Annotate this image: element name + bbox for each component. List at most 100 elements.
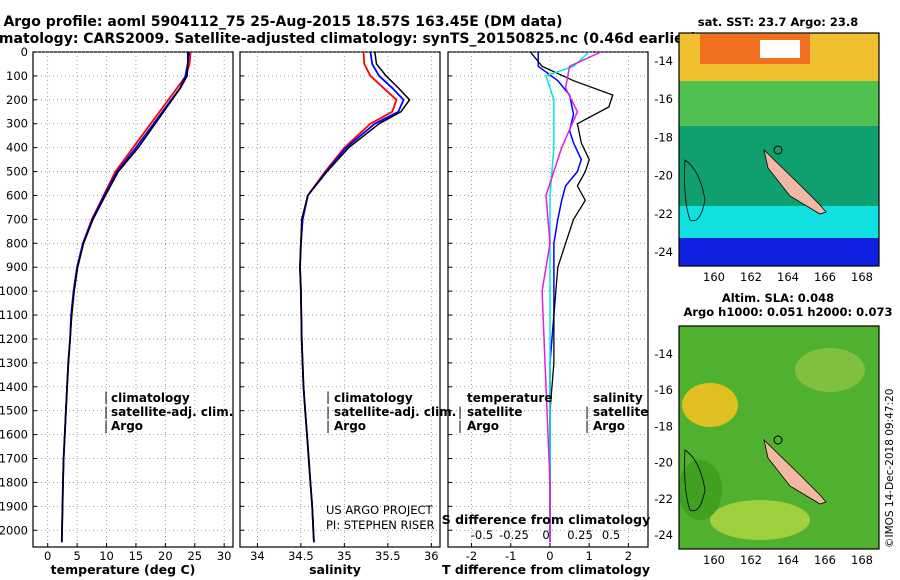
lon-tick-label: 160 (703, 553, 725, 567)
difference-panel: -2 -1 0 1 2 T difference from climatology S … (442, 51, 651, 577)
salinity-x-ticks: 34 34.5 35 35.5 36 (250, 549, 439, 563)
temperature-axis-label: temperature (deg C) (51, 562, 196, 577)
depth-tick-label: 800 (6, 236, 28, 250)
depth-tick-label: 1700 (0, 452, 28, 466)
sla-map: Altim. SLA: 0.048 Argo h1000: 0.051 h200… (654, 291, 892, 567)
legend-marker-s-satellite: | (585, 405, 589, 419)
legend-marker-argo: | (104, 419, 108, 433)
legend-label-t-satellite: satellite (467, 405, 522, 419)
depth-tick-label: 2000 (0, 523, 28, 537)
x-tick-label: 10 (99, 549, 114, 563)
s-diff-tick-label: 0 (542, 528, 549, 542)
lat-tick-label: -20 (654, 456, 673, 470)
difference-lines (529, 51, 614, 543)
series-line-climatology (299, 51, 398, 543)
salinity-panel: 34 34.5 35 35.5 36 salinity | climatology | … (239, 51, 456, 577)
legend-marker-t-argo: | (458, 419, 462, 433)
sst-coldest-band (679, 238, 879, 266)
sst-map-title: sat. SST: 23.7 Argo: 23.8 (698, 15, 858, 29)
temperature-legend: | climatology | satellite-adj. clim. | A… (104, 390, 233, 433)
figure-title-line1: Argo profile: aoml 5904112_75 25-Aug-201… (3, 14, 562, 30)
sst-field (679, 33, 879, 266)
depth-tick-label: 900 (6, 260, 28, 274)
s-difference-axis-label: S difference from climatology (442, 512, 651, 527)
x-tick-label: 30 (217, 549, 232, 563)
lon-tick-label: 162 (740, 553, 762, 567)
depth-tick-label: 1900 (0, 499, 28, 513)
lat-tick-label: -14 (654, 54, 673, 68)
x-tick-label: 2 (625, 549, 632, 563)
depth-tick-label: 1500 (0, 404, 28, 418)
x-tick-label: 34.5 (288, 549, 314, 563)
sst-lon-ticks: 160 162 164 166 168 (703, 270, 873, 284)
lat-tick-label: -18 (654, 130, 673, 144)
difference-axis-label: T difference from climatology (442, 562, 650, 577)
lat-tick-label: -20 (654, 169, 673, 183)
lat-tick-label: -18 (654, 419, 673, 433)
x-tick-label: 5 (73, 549, 80, 563)
s-diff-tick-label: 0.5 (602, 528, 620, 542)
lon-tick-label: 164 (777, 553, 799, 567)
salinity-lines (299, 51, 411, 543)
legend-label-argo: Argo (111, 419, 143, 433)
depth-tick-label: 1800 (0, 475, 28, 489)
sla-map-subtitle: Argo h1000: 0.051 h2000: 0.073 (683, 305, 892, 319)
x-tick-label: 35.5 (375, 549, 401, 563)
bathymetry-contour (684, 159, 706, 222)
sla-anomaly-ne (795, 348, 865, 392)
credit-pi: PI: STEPHEN RISER (326, 518, 435, 532)
sla-map-frame (678, 325, 880, 550)
legend-label-satellite: satellite-adj. clim. (334, 405, 456, 419)
depth-tick-label: 1100 (0, 308, 28, 322)
sst-map: sat. SST: 23.7 Argo: 23.8 -14 -16 -18 -20 -2… (654, 15, 880, 284)
series-line-s-satellite (545, 51, 590, 543)
depth-tick-label: 600 (6, 188, 28, 202)
legend-label-satellite: satellite-adj. clim. (111, 405, 233, 419)
new-caledonia-island (763, 148, 827, 215)
lat-tick-label: -16 (654, 383, 673, 397)
sla-anomaly-s (710, 500, 810, 540)
figure-title-line2: Climatology: CARS2009. Satellite-adjuste… (0, 31, 697, 47)
lat-tick-label: -16 (654, 92, 673, 106)
s-diff-tick-label: -0.5 (471, 528, 493, 542)
sst-cloud-gap (760, 40, 800, 58)
sla-high-anomaly (682, 383, 738, 427)
lat-tick-label: -14 (654, 347, 673, 361)
legend-marker-climatology: | (326, 390, 330, 404)
depth-tick-label: 100 (6, 69, 28, 83)
salinity-axis-label: salinity (309, 562, 361, 577)
lon-tick-label: 166 (814, 270, 836, 284)
sla-field (679, 326, 879, 549)
legend-title-temperature: temperature (467, 391, 552, 405)
sst-lat-ticks: -14 -16 -18 -20 -22 -24 (654, 54, 673, 259)
lat-tick-label: -24 (654, 245, 673, 259)
lon-tick-label: 168 (851, 553, 873, 567)
credit-project: US ARGO PROJECT (326, 503, 434, 517)
s-diff-tick-label: 0.25 (567, 528, 593, 542)
legend-label-argo: Argo (334, 419, 366, 433)
new-caledonia-island (763, 438, 827, 505)
depth-tick-label: 0 (21, 45, 28, 59)
x-tick-label: -1 (505, 549, 516, 563)
legend-marker-t-satellite: | (458, 405, 462, 419)
legend-label-t-argo: Argo (467, 419, 499, 433)
x-tick-label: 25 (187, 549, 202, 563)
depth-tick-label: 700 (6, 212, 28, 226)
sst-map-frame (678, 32, 880, 267)
bathymetry-contour (684, 449, 706, 512)
x-tick-label: 34 (250, 549, 265, 563)
lon-tick-label: 162 (740, 270, 762, 284)
legend-label-s-satellite: satellite (593, 405, 648, 419)
legend-marker-satellite: | (326, 405, 330, 419)
sla-low-anomaly (679, 460, 722, 520)
imos-timestamp: ©IMOS 14-Dec-2018 09:47:20 (884, 389, 896, 548)
x-tick-label: 20 (158, 549, 173, 563)
series-line-s-argo (541, 51, 602, 543)
salinity-frame (239, 51, 441, 548)
salinity-grid (240, 51, 440, 547)
depth-tick-label: 1400 (0, 380, 28, 394)
temperature-grid (33, 51, 233, 547)
depth-tick-label: 300 (6, 117, 28, 131)
